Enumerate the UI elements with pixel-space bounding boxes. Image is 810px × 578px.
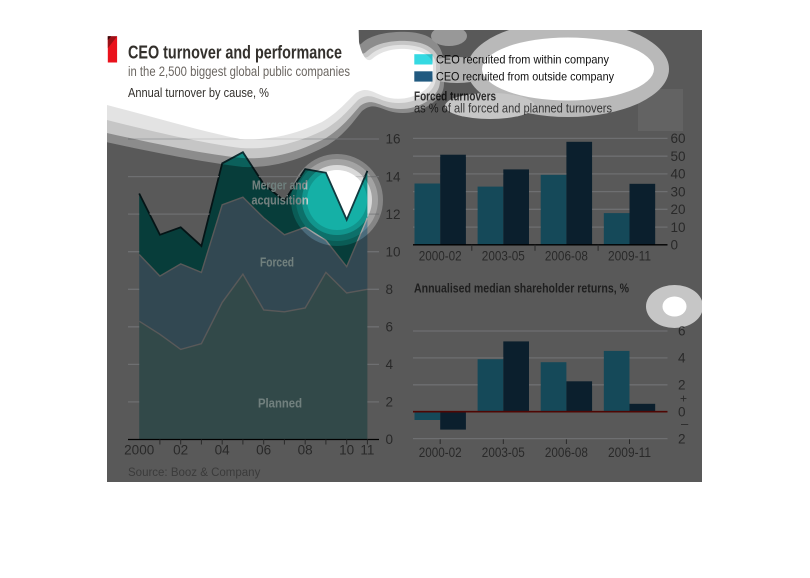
svg-text:Forced: Forced [260,255,294,270]
svg-text:Planned: Planned [258,396,302,411]
svg-text:Merger and: Merger and [252,179,308,193]
svg-text:acquisition: acquisition [252,194,309,208]
